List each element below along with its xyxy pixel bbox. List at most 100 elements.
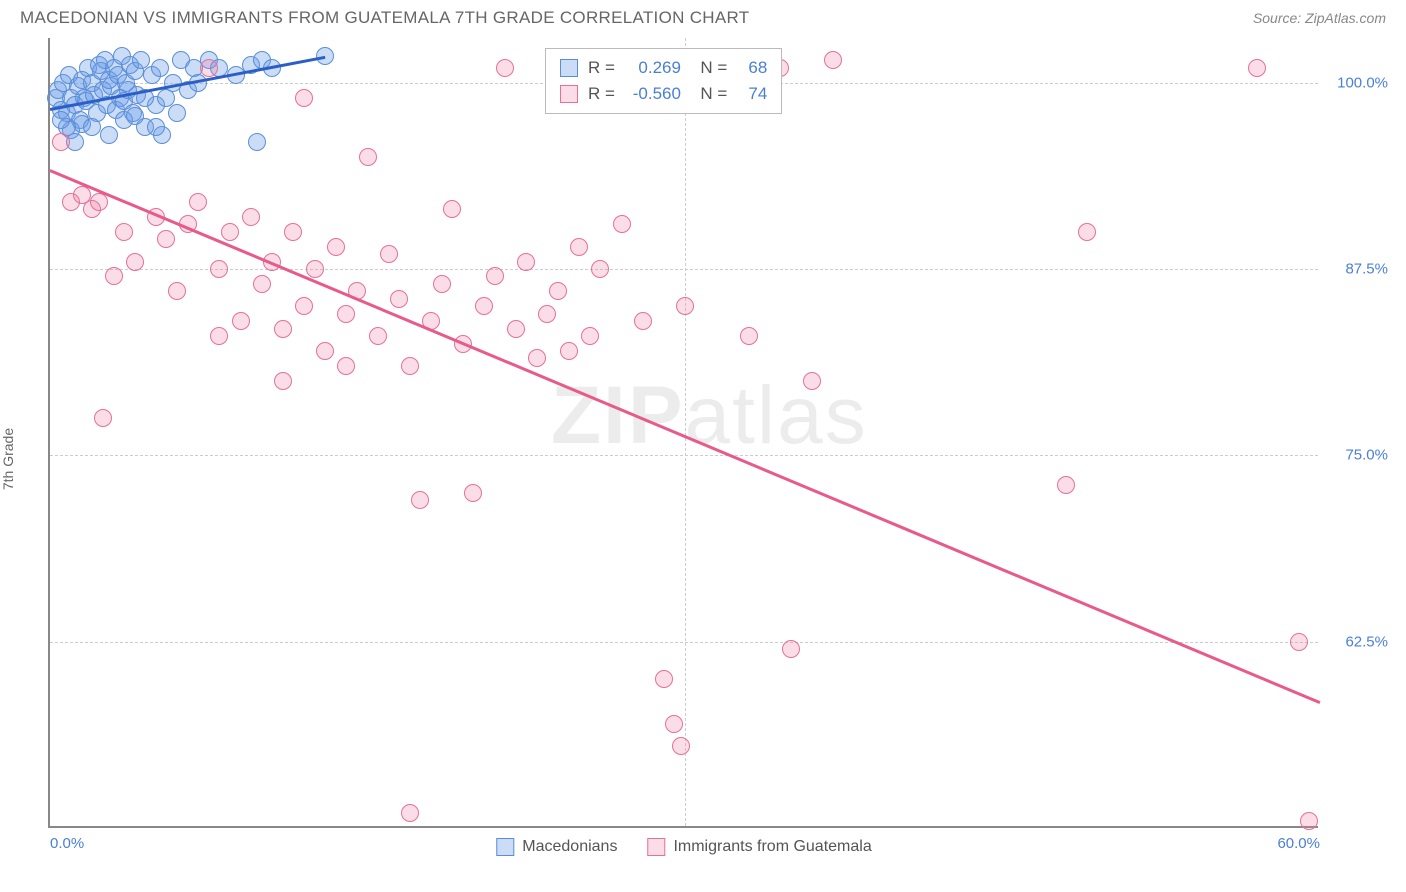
data-point: [168, 104, 186, 122]
y-tick-label: 62.5%: [1328, 633, 1388, 650]
data-point: [126, 253, 144, 271]
data-point: [433, 275, 451, 293]
y-axis-label: 7th Grade: [0, 428, 16, 490]
data-point: [803, 372, 821, 390]
data-point: [327, 238, 345, 256]
data-point: [517, 253, 535, 271]
data-point: [390, 290, 408, 308]
data-point: [401, 357, 419, 375]
legend-swatch: [496, 838, 514, 856]
data-point: [337, 305, 355, 323]
data-point: [464, 484, 482, 502]
series-swatch: [560, 85, 578, 103]
series-swatch: [560, 59, 578, 77]
legend-label: Immigrants from Guatemala: [673, 838, 871, 856]
data-point: [369, 327, 387, 345]
data-point: [676, 297, 694, 315]
data-point: [570, 238, 588, 256]
data-point: [83, 118, 101, 136]
data-point: [151, 59, 169, 77]
data-point: [94, 409, 112, 427]
plot-area: ZIPatlas 62.5%75.0%87.5%100.0%0.0%60.0%R…: [48, 38, 1318, 828]
data-point: [274, 372, 292, 390]
data-point: [126, 107, 144, 125]
data-point: [147, 118, 165, 136]
data-point: [581, 327, 599, 345]
data-point: [210, 327, 228, 345]
data-point: [475, 297, 493, 315]
stat-r-value: 0.269: [625, 55, 681, 81]
gridline-horizontal: [50, 455, 1318, 456]
data-point: [380, 245, 398, 263]
y-tick-label: 100.0%: [1328, 74, 1388, 91]
data-point: [591, 260, 609, 278]
data-point: [538, 305, 556, 323]
legend-item: Immigrants from Guatemala: [647, 838, 871, 856]
y-tick-label: 75.0%: [1328, 447, 1388, 464]
data-point: [295, 89, 313, 107]
data-point: [284, 223, 302, 241]
chart-container: 7th Grade ZIPatlas 62.5%75.0%87.5%100.0%…: [0, 34, 1406, 884]
chart-header: MACEDONIAN VS IMMIGRANTS FROM GUATEMALA …: [0, 0, 1406, 34]
data-point: [443, 200, 461, 218]
data-point: [52, 111, 70, 129]
data-point: [672, 737, 690, 755]
data-point: [90, 193, 108, 211]
data-point: [359, 148, 377, 166]
legend-item: Macedonians: [496, 838, 617, 856]
data-point: [1078, 223, 1096, 241]
data-point: [507, 320, 525, 338]
data-point: [248, 133, 266, 151]
x-tick-label: 0.0%: [50, 835, 84, 852]
data-point: [655, 670, 673, 688]
data-point: [157, 230, 175, 248]
data-point: [306, 260, 324, 278]
chart-title: MACEDONIAN VS IMMIGRANTS FROM GUATEMALA …: [20, 8, 749, 28]
y-tick-label: 87.5%: [1328, 261, 1388, 278]
stat-r-value: -0.560: [625, 81, 681, 107]
legend-swatch: [647, 838, 665, 856]
stat-n-label: N =: [691, 55, 727, 81]
data-point: [115, 223, 133, 241]
data-point: [274, 320, 292, 338]
data-point: [528, 349, 546, 367]
data-point: [665, 715, 683, 733]
data-point: [401, 804, 419, 822]
data-point: [634, 312, 652, 330]
data-point: [52, 133, 70, 151]
data-point: [824, 51, 842, 69]
x-tick-label: 60.0%: [1277, 835, 1320, 852]
data-point: [242, 208, 260, 226]
data-point: [337, 357, 355, 375]
data-point: [253, 275, 271, 293]
chart-source: Source: ZipAtlas.com: [1253, 10, 1386, 26]
data-point: [782, 640, 800, 658]
data-point: [560, 342, 578, 360]
data-point: [210, 260, 228, 278]
stats-row: R = -0.560 N = 74: [560, 81, 767, 107]
bottom-legend: Macedonians Immigrants from Guatemala: [496, 838, 871, 856]
gridline-horizontal: [50, 269, 1318, 270]
stat-n-label: N =: [691, 81, 727, 107]
data-point: [316, 342, 334, 360]
stat-n-value: 68: [737, 55, 767, 81]
data-point: [100, 126, 118, 144]
data-point: [486, 267, 504, 285]
data-point: [411, 491, 429, 509]
gridline-vertical: [685, 38, 686, 826]
stats-row: R = 0.269 N = 68: [560, 55, 767, 81]
data-point: [1057, 476, 1075, 494]
data-point: [1248, 59, 1266, 77]
stat-r-label: R =: [588, 55, 615, 81]
data-point: [221, 223, 239, 241]
stat-r-label: R =: [588, 81, 615, 107]
data-point: [613, 215, 631, 233]
data-point: [295, 297, 313, 315]
data-point: [232, 312, 250, 330]
data-point: [200, 59, 218, 77]
gridline-horizontal: [50, 642, 1318, 643]
stat-n-value: 74: [737, 81, 767, 107]
stats-legend-box: R = 0.269 N = 68 R = -0.560 N = 74: [545, 48, 782, 114]
legend-label: Macedonians: [522, 838, 617, 856]
data-point: [496, 59, 514, 77]
